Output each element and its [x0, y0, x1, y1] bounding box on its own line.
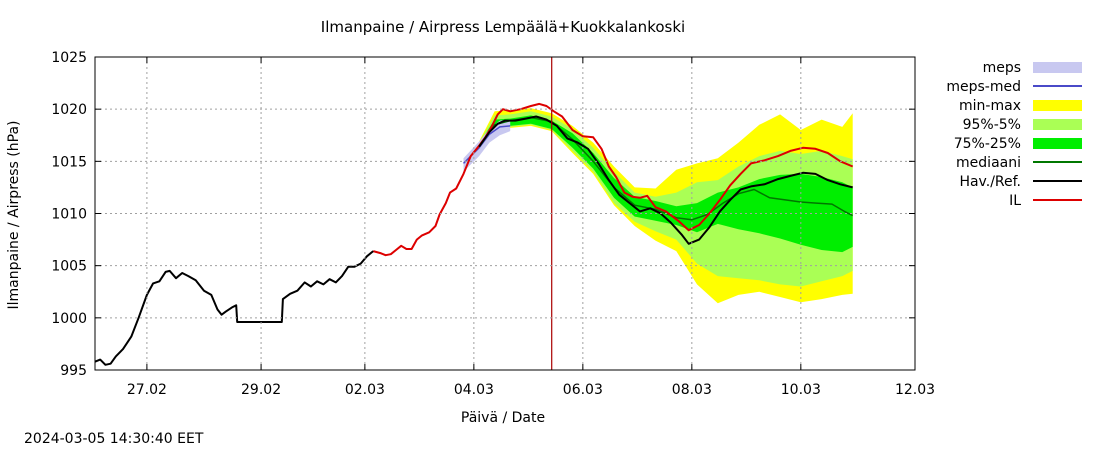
x-tick-label: 29.02	[241, 382, 281, 398]
y-tick-label: 1010	[51, 207, 87, 223]
legend-label-median: mediaani	[956, 155, 1021, 171]
legend-swatch-min_max	[1033, 100, 1082, 111]
line-observed-forecast	[478, 115, 853, 245]
grid-lines	[95, 57, 915, 370]
line-observed	[94, 250, 374, 366]
y-axis-label: Ilmanpaine / Airpress (hPa)	[6, 121, 22, 310]
legend-label-meps_med: meps-med	[946, 79, 1021, 95]
line-il	[372, 102, 854, 257]
y-tick-label: 1015	[51, 154, 87, 170]
legend-label-meps: meps	[983, 60, 1021, 76]
legend-label-observed: Hav./Ref.	[959, 174, 1021, 190]
legend-label-min_max: min-max	[959, 98, 1021, 114]
y-tick-label: 1025	[51, 50, 87, 66]
x-axis-label: Päivä / Date	[461, 410, 545, 426]
chart-title: Ilmanpaine / Airpress Lempäälä+Kuokkalan…	[321, 18, 685, 36]
x-tick-label: 06.03	[563, 382, 603, 398]
legend-label-p95_5: 95%-5%	[963, 117, 1021, 133]
band-75-25	[479, 115, 853, 253]
legend-swatch-meps	[1033, 62, 1082, 73]
x-tick-label: 12.03	[895, 382, 935, 398]
y-tick-label: 1005	[51, 259, 87, 275]
legend: meps meps-med min-max 95%-5% 75%-25% mediaani…	[946, 60, 1082, 209]
axes: 995 1000 1005 1010 1015 1020 1025 27.02 29.02 02.…	[51, 50, 935, 398]
legend-label-p75_25: 75%-25%	[954, 136, 1021, 152]
timestamp: 2024-03-05 14:30:40 EET	[24, 431, 204, 447]
x-tick-label: 27.02	[127, 382, 167, 398]
forecast-bands	[463, 108, 853, 304]
legend-label-il: IL	[1009, 193, 1021, 209]
legend-swatch-p75_25	[1033, 138, 1082, 149]
x-tick-label: 10.03	[781, 382, 821, 398]
band-meps	[463, 119, 511, 172]
line-median	[478, 116, 854, 221]
y-tick-label: 995	[60, 363, 87, 379]
y-tick-label: 1020	[51, 102, 87, 118]
x-tick-label: 02.03	[345, 382, 385, 398]
y-tick-label: 1000	[51, 311, 87, 327]
x-tick-label: 08.03	[672, 382, 712, 398]
x-tick-label: 04.03	[454, 382, 494, 398]
band-95-5	[479, 111, 853, 287]
legend-swatch-p95_5	[1033, 119, 1082, 130]
